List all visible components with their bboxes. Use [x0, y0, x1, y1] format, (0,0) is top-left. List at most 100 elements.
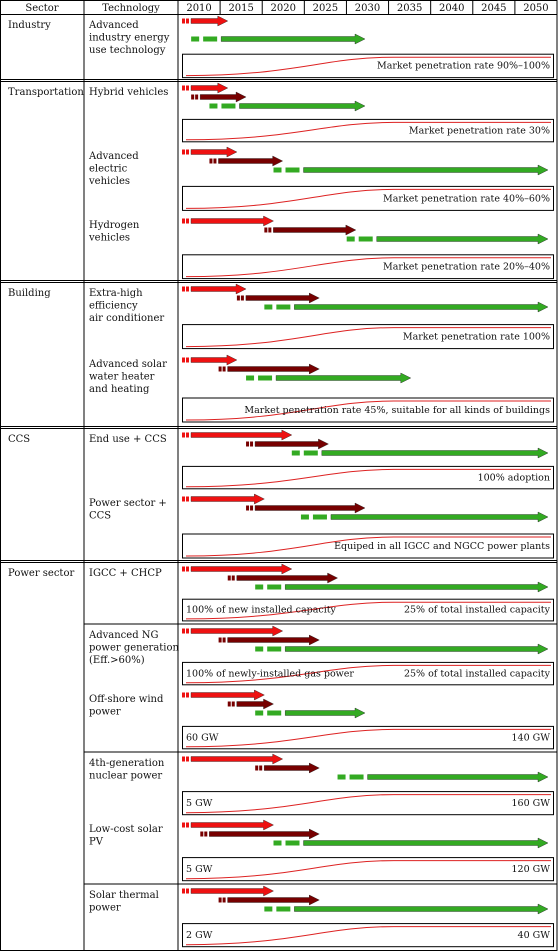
sector-name: Power sector	[8, 568, 74, 579]
technology-label: Low-cost solar	[89, 824, 163, 835]
demonstration-stage-dash	[186, 218, 189, 224]
promotion-stage-dash	[255, 765, 259, 771]
diffusion-stage-arrow	[285, 707, 366, 719]
penetration-target-early: 60 GW	[186, 732, 219, 743]
promotion-stage-dash	[231, 575, 235, 581]
demonstration-stage-dash	[186, 85, 189, 91]
promotion-stage-dash	[236, 295, 240, 301]
penetration-target-final: 140 GW	[511, 732, 550, 743]
technology-label: industry energy	[89, 33, 170, 44]
technology-label: (Eff.>60%)	[89, 655, 145, 666]
demonstration-stage-dash	[182, 822, 185, 828]
penetration-target-final: 160 GW	[511, 798, 550, 809]
penetration-curve	[185, 794, 551, 814]
technology-label: Off-shore wind	[89, 694, 164, 705]
penetration-curve	[185, 601, 551, 620]
diffusion-stage-dash	[273, 840, 282, 846]
penetration-target: Market penetration rate 45%, suitable fo…	[244, 405, 550, 416]
technology-label: nuclear power	[89, 771, 162, 782]
penetration-box	[182, 254, 554, 280]
diffusion-stage-dash	[258, 375, 273, 381]
penetration-target-final: 25% of total installed capacity	[404, 668, 551, 679]
penetration-target: Market penetration rate 90%–100%	[377, 61, 550, 72]
year-label: 2025	[313, 3, 338, 14]
sector-name: CCS	[8, 434, 30, 445]
demonstration-stage-dash	[182, 628, 185, 634]
promotion-stage-arrow	[218, 155, 284, 167]
penetration-curve	[185, 536, 551, 557]
technology-label: power generation	[89, 643, 180, 654]
year-label: 2045	[481, 3, 506, 14]
demonstration-stage-dash	[182, 218, 185, 224]
sector-transportation: Transportation Hybrid vehicles Market pene…	[8, 82, 554, 280]
demonstration-stage-dash	[186, 432, 189, 438]
diffusion-stage-dash	[276, 304, 291, 310]
diffusion-stage-dash	[255, 584, 264, 590]
penetration-curve	[185, 728, 551, 748]
diffusion-stage-dash	[303, 450, 318, 456]
technology-label: Hybrid vehicles	[89, 87, 168, 98]
sector-header: Sector	[25, 3, 58, 14]
technology-label: Hydrogen	[89, 220, 140, 231]
promotion-stage-dash	[227, 575, 231, 581]
technology-label: power	[89, 903, 121, 914]
diffusion-stage-arrow	[330, 511, 549, 523]
penetration-curve	[185, 860, 551, 880]
demonstration-stage-dash	[186, 628, 189, 634]
promotion-stage-dash	[200, 831, 204, 837]
penetration-target-final: 120 GW	[511, 864, 550, 875]
diffusion-stage-arrow	[285, 581, 549, 593]
diffusion-stage-dash	[285, 840, 300, 846]
diffusion-stage-arrow	[367, 771, 549, 783]
technology-label: Advanced NG	[88, 630, 159, 641]
demonstration-stage-dash	[182, 496, 185, 502]
demonstration-stage-arrow	[190, 885, 274, 897]
promotion-stage-arrow	[254, 502, 366, 514]
promotion-stage-arrow	[199, 91, 247, 103]
promotion-stage-arrow	[227, 634, 320, 646]
penetration-curve	[185, 188, 551, 209]
penetration-curve	[185, 468, 551, 488]
penetration-curve	[185, 926, 551, 946]
diffusion-stage-dash	[349, 774, 364, 780]
diffusion-stage-arrow	[303, 837, 549, 849]
diffusion-stage-dash	[246, 375, 255, 381]
technology-row: IGCC + CHCP 100% of new installed capacit…	[84, 563, 557, 625]
year-label: 2020	[271, 3, 296, 14]
technology-label: Advanced	[88, 20, 139, 31]
promotion-stage-dash	[218, 897, 222, 903]
demonstration-stage-arrow	[190, 625, 284, 637]
promotion-stage-arrow	[273, 224, 357, 236]
diffusion-stage-dash	[267, 584, 282, 590]
penetration-target-early: 5 GW	[186, 798, 213, 809]
diffusion-stage-dash	[203, 36, 218, 42]
demonstration-stage-dash	[186, 286, 189, 292]
diffusion-stage-arrow	[239, 100, 366, 112]
technology-label: Solar thermal	[89, 890, 159, 901]
diffusion-stage-arrow	[376, 233, 549, 245]
technology-row: Hybrid vehicles Market penetration rate 3…	[89, 82, 554, 143]
demonstration-stage-dash	[182, 756, 185, 762]
penetration-target-early: 100% of newly-installed gas power	[186, 668, 354, 679]
technology-label: and heating	[89, 384, 150, 395]
demonstration-stage-dash	[182, 357, 185, 363]
diffusion-stage-arrow	[303, 164, 549, 176]
technology-label: Power sector +	[89, 498, 167, 509]
demonstration-stage-arrow	[190, 82, 229, 94]
penetration-curve	[185, 400, 551, 421]
demonstration-stage-dash	[186, 18, 189, 24]
diffusion-stage-dash	[276, 906, 291, 912]
technology-label: Advanced	[88, 151, 139, 162]
penetration-target-early: 5 GW	[186, 864, 213, 875]
diffusion-stage-dash	[285, 167, 300, 173]
diffusion-stage-dash	[255, 710, 264, 716]
demonstration-stage-dash	[186, 756, 189, 762]
promotion-stage-dash	[246, 505, 250, 511]
diffusion-stage-dash	[267, 646, 282, 652]
diffusion-stage-arrow	[285, 643, 549, 655]
promotion-stage-dash	[250, 441, 254, 447]
